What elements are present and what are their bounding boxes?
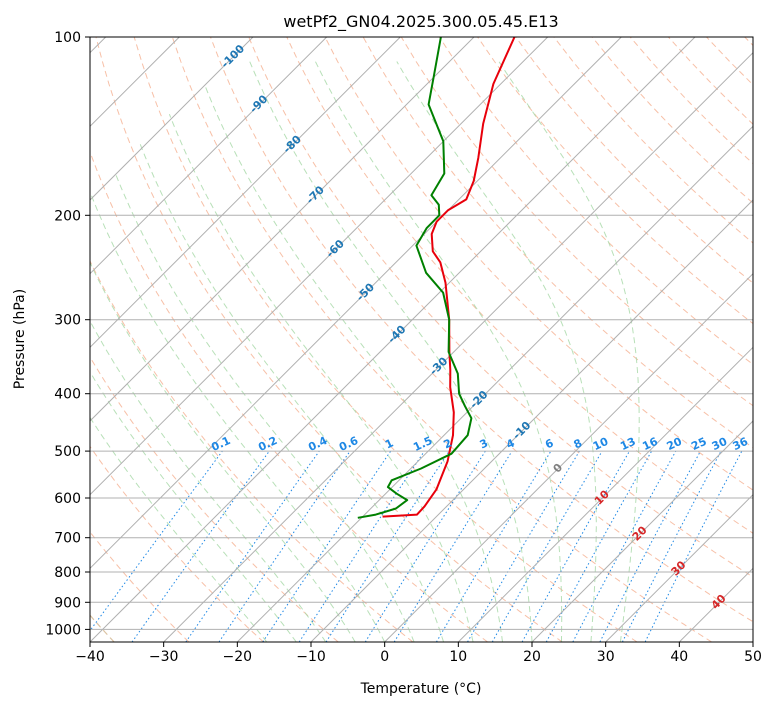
- x-tick-label: 40: [670, 649, 688, 665]
- mixing-ratio-line: [90, 450, 223, 632]
- moist-adiabat: [498, 61, 640, 642]
- isotherm: [90, 37, 549, 496]
- y-axis-ticks: 100 200 300 400 500 600 700 800 900 1000: [45, 30, 90, 638]
- y-axis-label: Pressure (hPa): [12, 289, 28, 389]
- temperature-line: [382, 37, 516, 518]
- y-tick-label: 200: [54, 208, 81, 224]
- isotherm: [90, 37, 401, 349]
- mixing-ratio-line: [262, 450, 392, 642]
- moist-adiabat: [314, 61, 563, 642]
- mixing-ratio-label: 10: [591, 435, 611, 453]
- mixing-ratio-line: [218, 450, 351, 642]
- mixing-ratio-line: [545, 450, 653, 642]
- dry-adiabat: [171, 37, 712, 642]
- moist-adiabat: [90, 195, 386, 642]
- dry-adiabats: [90, 37, 753, 642]
- mixing-ratio-label: 16: [640, 435, 660, 453]
- mixing-ratio-line: [521, 450, 630, 642]
- mixing-ratio-label: 30: [710, 435, 730, 453]
- moist-adiabat: [168, 114, 474, 642]
- x-axis-label: Temperature (°C): [360, 681, 482, 697]
- y-tick-label: 700: [54, 531, 81, 547]
- moist-adiabat: [203, 83, 503, 642]
- y-tick-label: 400: [54, 387, 81, 403]
- dry-adiabat: [90, 259, 414, 642]
- x-tick-label: −40: [75, 649, 105, 665]
- x-tick-label: −10: [296, 649, 326, 665]
- isotherm: [90, 37, 254, 201]
- moist-adiabat: [114, 173, 415, 642]
- mixing-ratio-label: 13: [618, 435, 637, 453]
- y-tick-label: 1000: [45, 622, 81, 638]
- mixing-ratio-line: [393, 450, 513, 642]
- mixing-ratio-line: [572, 450, 677, 642]
- moist-adiabat: [90, 261, 356, 642]
- dry-adiabat: [133, 37, 638, 642]
- moist-adiabat: [90, 416, 268, 642]
- y-tick-label: 300: [54, 313, 81, 329]
- x-tick-label: 30: [597, 649, 615, 665]
- y-tick-label: 500: [54, 444, 81, 460]
- y-tick-label: 600: [54, 491, 81, 507]
- isotherm: [90, 37, 696, 642]
- moist-adiabat: [249, 61, 533, 642]
- y-tick-label: 900: [54, 595, 81, 611]
- chart-title: wetPf2_GN04.2025.300.05.45.E13: [283, 12, 558, 32]
- isotherm: [236, 125, 753, 642]
- isotherm: [310, 199, 753, 642]
- x-tick-label: −30: [149, 649, 179, 665]
- isotherm: [531, 420, 753, 642]
- y-tick-label: 800: [54, 565, 81, 581]
- isotherm: [163, 51, 753, 642]
- mixing-ratio-line: [131, 450, 270, 642]
- plot-frame: [89, 36, 754, 643]
- mixing-ratio-lines: [90, 450, 743, 642]
- isotherms: [90, 37, 753, 642]
- mixing-ratio-line: [185, 450, 320, 642]
- dry-adiabat: [248, 37, 753, 578]
- x-tick-label: −20: [223, 649, 253, 665]
- isotherm: [384, 272, 753, 642]
- mixing-ratio-line: [644, 450, 743, 642]
- mixing-ratio-line: [325, 450, 450, 642]
- isotherm: [457, 346, 753, 642]
- isotherm: [90, 37, 622, 570]
- isobars: [90, 37, 753, 630]
- dry-adiabat: [515, 37, 753, 284]
- moist-adiabat: [90, 370, 297, 642]
- dry-adiabat: [95, 37, 563, 642]
- isotherm: [90, 37, 328, 275]
- moist-adiabat: [90, 320, 327, 642]
- mixing-ratio-label: 36: [731, 435, 751, 453]
- dry-adiabat: [210, 37, 753, 623]
- x-tick-label: 50: [744, 649, 762, 665]
- x-tick-label: 0: [380, 649, 389, 665]
- x-tick-label: 10: [449, 649, 467, 665]
- dry-adiabat: [90, 445, 264, 642]
- mixing-ratio-line: [298, 450, 425, 642]
- mixing-ratio-label: 20: [665, 435, 685, 453]
- dry-adiabat: [286, 37, 753, 534]
- x-axis-ticks: −40 −30 −20 −10 0 10 20 30 40 50: [75, 642, 762, 665]
- dry-adiabat: [90, 356, 339, 642]
- mixing-ratio-label: 25: [689, 435, 708, 453]
- dewpoint-line: [357, 37, 473, 519]
- isotherm: [605, 493, 753, 642]
- x-tick-label: 20: [523, 649, 541, 665]
- dry-adiabat: [324, 37, 753, 491]
- moist-adiabat: [396, 61, 597, 642]
- sounding-series: [357, 37, 516, 519]
- isotherm: [90, 37, 475, 422]
- y-tick-label: 100: [54, 30, 81, 46]
- plot-area: [90, 37, 753, 642]
